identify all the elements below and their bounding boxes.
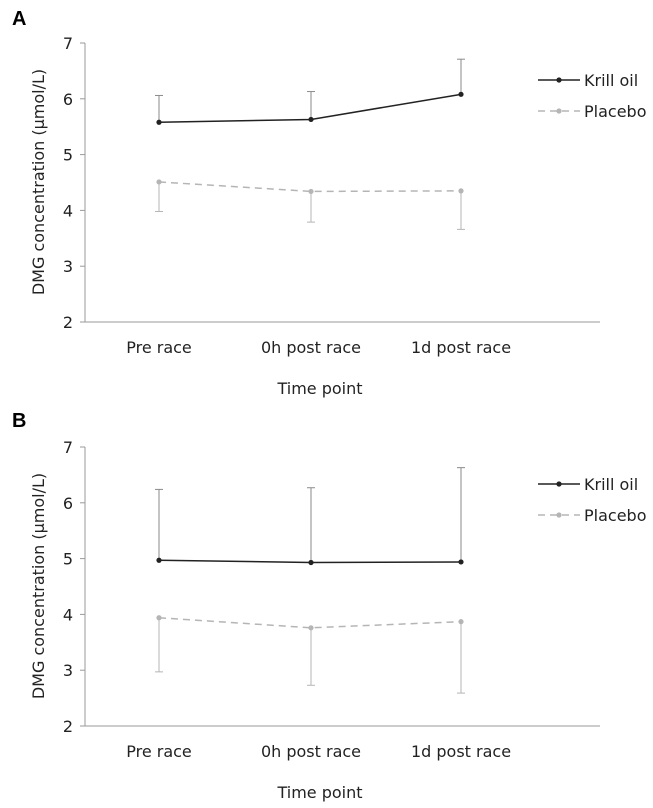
x-tick-label: 0h post race xyxy=(261,742,361,761)
legend-placebo-marker xyxy=(556,108,562,114)
placebo-data-point xyxy=(458,619,464,625)
y-tick-label: 5 xyxy=(63,550,73,569)
y-tick-label: 2 xyxy=(63,313,73,332)
plot-area-b: 2 3 4 5 6 7 Pre race 0h post race 1d post race Kr… xyxy=(63,438,647,761)
y-tick-label: 5 xyxy=(63,146,73,165)
placebo-data-point xyxy=(458,188,464,194)
krill-oil-data-point xyxy=(156,119,162,125)
panel-label-b: B xyxy=(12,410,26,432)
y-tick-label: 6 xyxy=(63,90,73,109)
x-tick-label: Pre race xyxy=(126,742,192,761)
chart-a-svg: A 2 3 4 5 6 7 Pre race 0h post race 1d post race… xyxy=(12,8,647,398)
placebo-data-point xyxy=(156,179,162,185)
legend-krill-oil-marker xyxy=(556,481,562,487)
legend-krill-oil-label: Krill oil xyxy=(584,475,638,494)
placebo-series-line xyxy=(158,181,462,193)
y-tick-label: 3 xyxy=(63,661,73,680)
krill-oil-data-point xyxy=(458,559,464,565)
y-tick-label: 4 xyxy=(63,605,73,624)
y-tick-label: 2 xyxy=(63,717,73,736)
legend-krill-oil-marker xyxy=(556,77,562,83)
x-axis-title-a: Time point xyxy=(276,379,362,398)
y-axis-title-b: DMG concentration (µmol/L) xyxy=(29,473,48,699)
legend-placebo-marker xyxy=(556,512,562,518)
krill-oil-data-point xyxy=(308,559,314,566)
x-tick-label: 1d post race xyxy=(411,742,511,761)
legend-placebo-label: Placebo xyxy=(584,506,646,525)
krill-oil-data-point xyxy=(308,116,314,123)
y-tick-label: 7 xyxy=(63,34,73,53)
krill-oil-data-point xyxy=(156,557,162,563)
chart-panel-b: B 2 3 4 5 6 7 Pre race 0h post race 1d post race… xyxy=(0,404,653,808)
chart-b-svg: B 2 3 4 5 6 7 Pre race 0h post race 1d post race… xyxy=(12,410,647,802)
placebo-data-point xyxy=(308,625,314,631)
y-tick-label: 3 xyxy=(63,257,73,276)
placebo-data-point xyxy=(156,615,162,621)
y-tick-label: 4 xyxy=(63,201,73,220)
krill-oil-data-point xyxy=(458,91,464,97)
y-tick-label: 6 xyxy=(63,494,73,513)
placebo-series-line xyxy=(158,616,462,629)
legend-krill-oil-label: Krill oil xyxy=(584,71,638,90)
plot-area-a: 2 3 4 5 6 7 Pre race 0h post race 1d post race Kr… xyxy=(63,34,647,357)
legend-placebo-label: Placebo xyxy=(584,102,646,121)
y-axis-title-a: DMG concentration (µmol/L) xyxy=(29,69,48,295)
x-axis-title-b: Time point xyxy=(276,783,362,802)
chart-panel-a: A 2 3 4 5 6 7 Pre race 0h post race 1d post race… xyxy=(12,8,647,398)
y-tick-label: 7 xyxy=(63,438,73,457)
x-tick-label: 1d post race xyxy=(411,338,511,357)
x-tick-label: 0h post race xyxy=(261,338,361,357)
placebo-data-point xyxy=(308,188,314,195)
panel-label-a: A xyxy=(12,8,26,30)
x-tick-label: Pre race xyxy=(126,338,192,357)
